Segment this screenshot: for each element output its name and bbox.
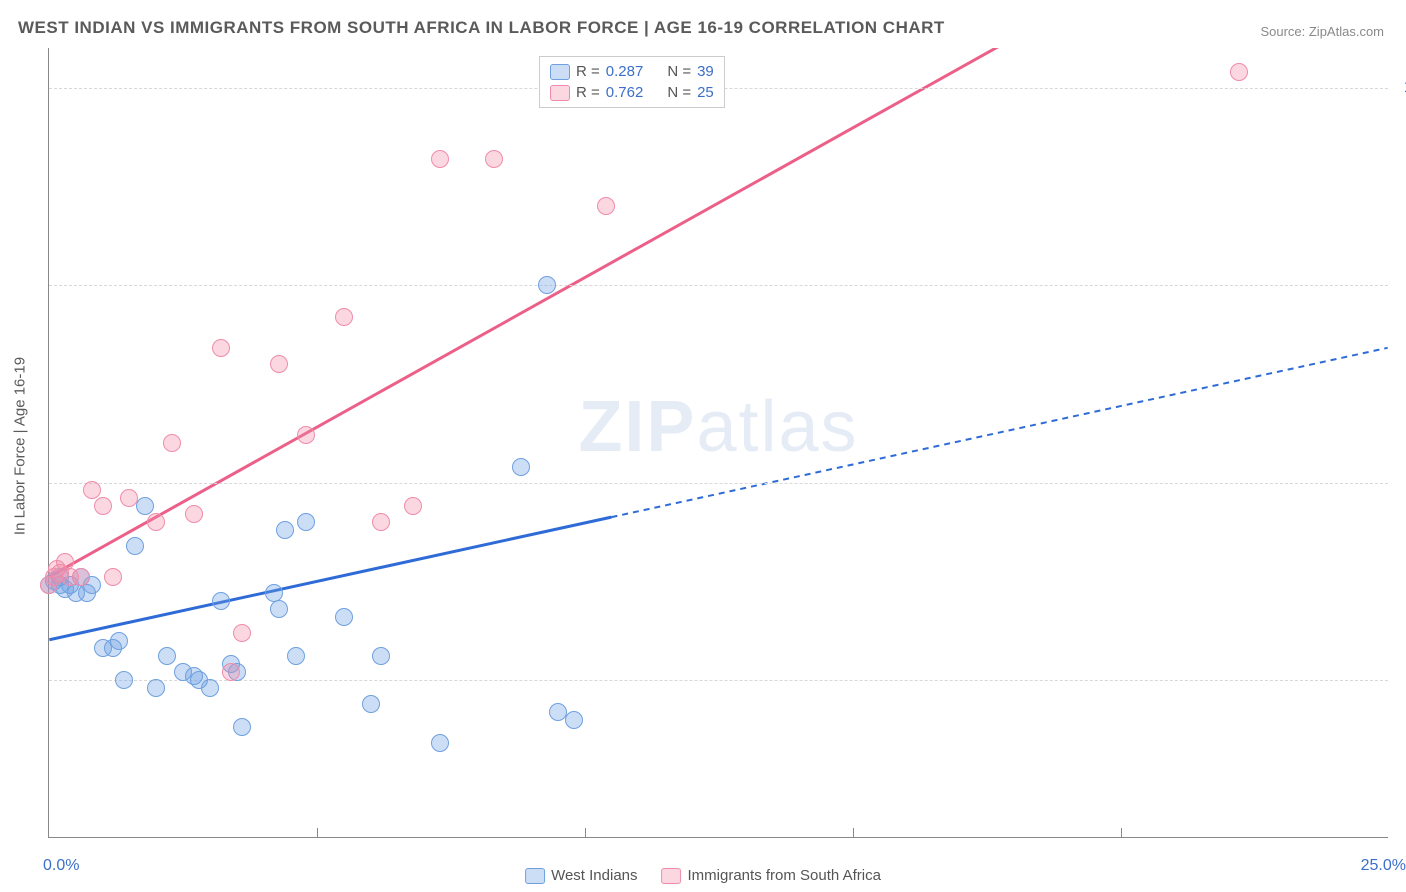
data-point xyxy=(147,679,165,697)
series-legend-item: Immigrants from South Africa xyxy=(662,865,881,886)
legend-n-label: N = xyxy=(667,63,691,80)
legend-r-label: R = xyxy=(576,63,600,80)
data-point xyxy=(126,537,144,555)
data-point xyxy=(233,624,251,642)
legend-r-label: R = xyxy=(576,84,600,101)
data-point xyxy=(201,679,219,697)
legend-r-value: 0.762 xyxy=(606,84,644,101)
data-point xyxy=(163,434,181,452)
data-point xyxy=(1230,63,1248,81)
data-point xyxy=(276,521,294,539)
gridline-h xyxy=(49,483,1388,484)
legend-swatch xyxy=(550,64,570,80)
data-point xyxy=(512,458,530,476)
data-point xyxy=(597,197,615,215)
data-point xyxy=(94,497,112,515)
data-point xyxy=(120,489,138,507)
chart-container: WEST INDIAN VS IMMIGRANTS FROM SOUTH AFR… xyxy=(0,0,1406,892)
legend-swatch xyxy=(525,868,545,884)
data-point xyxy=(233,718,251,736)
xtick-mark xyxy=(1121,828,1122,838)
legend-n-value: 25 xyxy=(697,84,714,101)
stats-legend-row: R = 0.762 N = 25 xyxy=(550,82,714,103)
plot-area: ZIPatlas 25.0%50.0%75.0%100.0%0.0%25.0% xyxy=(48,48,1388,838)
data-point xyxy=(538,276,556,294)
series-legend-item: West Indians xyxy=(525,865,637,886)
data-point xyxy=(270,600,288,618)
stats-legend: R = 0.287 N = 39 R = 0.762 N = 25 xyxy=(539,56,725,108)
data-point xyxy=(565,711,583,729)
xtick-mark xyxy=(317,828,318,838)
xtick-label-origin: 0.0% xyxy=(43,857,79,875)
legend-swatch xyxy=(662,868,682,884)
chart-title: WEST INDIAN VS IMMIGRANTS FROM SOUTH AFR… xyxy=(18,18,945,38)
data-point xyxy=(104,568,122,586)
legend-n-label: N = xyxy=(667,84,691,101)
data-point xyxy=(362,695,380,713)
y-axis-label: In Labor Force | Age 16-19 xyxy=(12,357,29,535)
data-point xyxy=(185,505,203,523)
data-point xyxy=(83,481,101,499)
data-point xyxy=(297,513,315,531)
data-point xyxy=(136,497,154,515)
ytick-label: 100.0% xyxy=(1398,79,1406,97)
ytick-label: 25.0% xyxy=(1398,671,1406,689)
data-point xyxy=(212,339,230,357)
series-legend-label: West Indians xyxy=(551,867,637,884)
data-point xyxy=(270,355,288,373)
data-point xyxy=(287,647,305,665)
series-legend: West Indians Immigrants from South Afric… xyxy=(525,865,881,886)
data-point xyxy=(72,568,90,586)
data-point xyxy=(372,647,390,665)
data-point xyxy=(158,647,176,665)
gridline-h xyxy=(49,680,1388,681)
data-point xyxy=(485,150,503,168)
data-point xyxy=(222,663,240,681)
legend-r-value: 0.287 xyxy=(606,63,644,80)
data-point xyxy=(404,497,422,515)
data-point xyxy=(297,426,315,444)
legend-swatch xyxy=(550,85,570,101)
data-point xyxy=(147,513,165,531)
data-point xyxy=(110,632,128,650)
data-point xyxy=(431,734,449,752)
legend-n-value: 39 xyxy=(697,63,714,80)
xtick-label-max: 25.0% xyxy=(1361,857,1406,875)
xtick-mark xyxy=(853,828,854,838)
ytick-label: 75.0% xyxy=(1398,276,1406,294)
data-point xyxy=(212,592,230,610)
source-label: Source: ZipAtlas.com xyxy=(1260,24,1384,39)
data-point xyxy=(115,671,133,689)
regression-lines-layer xyxy=(49,48,1388,837)
series-legend-label: Immigrants from South Africa xyxy=(688,867,881,884)
data-point xyxy=(372,513,390,531)
gridline-h xyxy=(49,285,1388,286)
xtick-mark xyxy=(585,828,586,838)
watermark: ZIPatlas xyxy=(578,386,858,468)
stats-legend-row: R = 0.287 N = 39 xyxy=(550,61,714,82)
data-point xyxy=(431,150,449,168)
data-point xyxy=(335,608,353,626)
data-point xyxy=(335,308,353,326)
ytick-label: 50.0% xyxy=(1398,474,1406,492)
